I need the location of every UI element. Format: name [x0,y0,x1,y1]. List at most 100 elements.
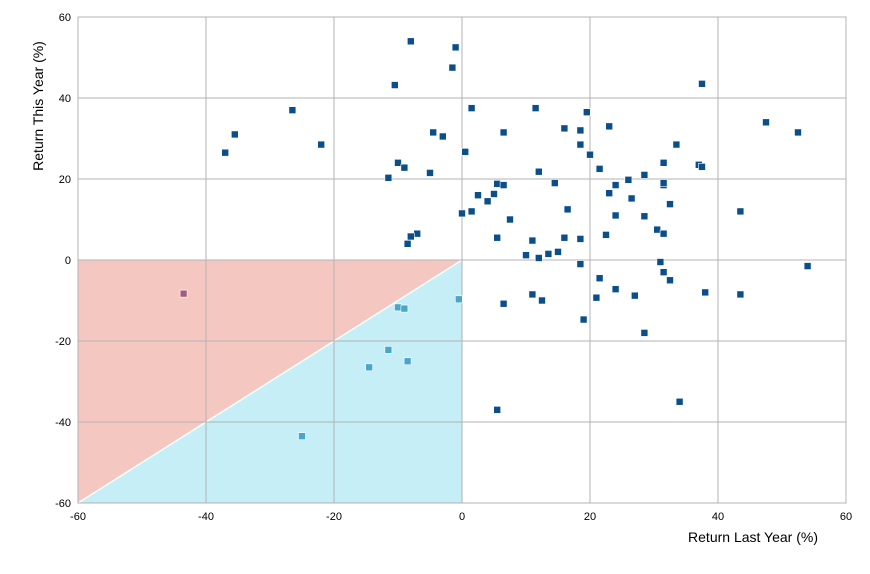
y-tick-label: -40 [55,417,71,429]
y-tick-label: 0 [65,255,71,267]
data-point [544,250,553,258]
data-point [448,63,457,72]
x-tick-label: 20 [584,511,596,523]
data-point [531,104,540,112]
data-point [563,205,572,214]
data-point [698,80,706,88]
data-point [592,293,601,302]
y-tick-labels: -60 -40 -20 0 20 40 60 [55,12,71,510]
data-point [698,163,706,171]
shaded-regions [77,259,463,504]
plot-frame [77,16,847,504]
data-point [736,290,745,299]
data-point [499,299,508,308]
data-point [611,181,620,189]
y-tick-label: -20 [55,336,71,348]
data-point [602,231,610,239]
x-tick-label: 60 [840,511,852,523]
data-point [624,176,633,184]
data-point [762,118,770,127]
data-point [659,179,668,187]
data-point [595,165,604,173]
data-point [499,128,508,137]
data-point [538,296,546,305]
y-tick-label: 60 [59,12,71,24]
data-point [794,128,802,137]
data-point [653,225,662,234]
data-point [499,181,508,189]
data-point [490,190,498,198]
data-point [288,106,297,114]
data-point [586,150,594,159]
data-point [659,268,668,276]
data-point [736,207,745,216]
data-point [666,200,674,208]
data-point [365,363,374,372]
data-point [560,233,569,242]
data-point [640,329,649,337]
data-point [560,124,569,133]
data-point [406,232,415,241]
data-point [451,43,460,52]
data-point [390,81,399,89]
data-point [627,194,636,203]
data-point [528,236,537,245]
data-point [522,251,530,259]
data-point [630,291,639,300]
data-point [640,171,649,179]
data-point [493,233,502,242]
data-point [582,108,591,116]
data-point [467,207,476,216]
data-point [659,159,668,167]
y-tick-label: -60 [55,498,71,510]
data-point [576,126,585,135]
data-point [231,130,239,139]
data-point [701,288,710,297]
data-point [179,289,188,298]
data-point [675,397,684,406]
data-point [454,295,463,304]
data-point [611,211,620,220]
data-point [554,248,562,256]
data-point [394,159,402,167]
data-point [672,140,681,149]
data-point [474,191,482,199]
data-point [803,262,812,270]
data-point [550,179,559,187]
data-point [426,169,434,177]
data-point [467,104,476,112]
data-point [403,240,412,248]
data-point [576,140,585,149]
data-point [400,163,409,172]
x-tick-label: 40 [712,511,724,523]
data-point [400,304,409,313]
x-tick-label: -60 [70,511,86,523]
data-point [640,212,649,221]
data-point [595,274,604,283]
data-point [666,276,674,285]
data-point [605,189,614,197]
x-axis-title: Return Last Year (%) [688,529,818,545]
data-point [493,180,502,188]
x-tick-labels: -60 -40 -20 0 20 40 60 [70,511,852,523]
x-tick-label: 0 [459,511,465,523]
data-point [576,260,585,268]
data-point [403,357,412,366]
y-tick-label: 40 [59,93,71,105]
x-tick-label: -40 [198,511,214,523]
data-point [461,148,470,156]
data-point [656,258,665,266]
data-point [406,37,415,46]
data-point [384,346,393,354]
data-point [528,290,537,299]
data-point [576,235,585,243]
data-point [429,128,438,137]
data-point [506,215,514,224]
y-axis-title: Return This Year (%) [30,41,46,171]
data-point [221,148,229,157]
data-point [298,432,306,440]
data-point [317,140,326,149]
data-point [659,229,668,238]
data-point [384,173,393,182]
region-divider [77,259,463,504]
